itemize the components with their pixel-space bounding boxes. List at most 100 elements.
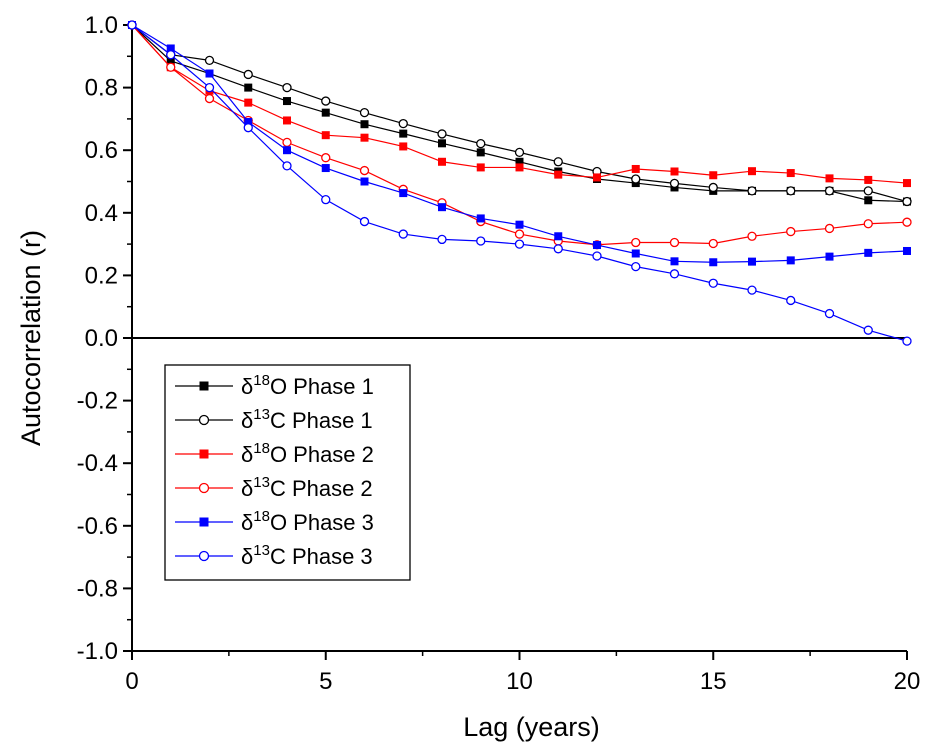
data-point [631,164,640,173]
data-point [438,203,446,212]
data-point [786,226,796,237]
data-point [359,165,370,176]
data-point [669,237,680,248]
data-point [360,120,369,129]
legend-entry: δ13C Phase 1 [175,406,373,433]
legend-entry: δ18O Phase 3 [175,508,374,535]
legend-marker [199,517,209,527]
data-point [747,186,757,196]
data-point [283,97,291,106]
data-point [437,129,447,139]
data-point [708,238,718,249]
data-point [282,137,292,148]
legend-label: δ18O Phase 3 [241,508,374,535]
y-tick-label: -0.4 [77,450,118,477]
legend-marker [199,381,209,391]
data-point [283,116,291,125]
data-point [902,336,912,346]
data-point [864,175,873,184]
data-point [476,138,486,149]
data-point [514,239,525,249]
data-point [438,157,446,166]
data-point [670,257,679,266]
data-point [748,257,756,266]
data-point [514,147,525,158]
data-point [437,234,447,245]
data-point [359,216,370,227]
y-tick-label: 0.8 [85,75,118,102]
legend-entry: δ13C Phase 2 [175,474,373,501]
data-point [709,258,718,267]
data-point [204,93,215,104]
data-point [166,44,175,53]
legend-marker [198,414,210,426]
data-point [282,82,292,93]
data-point [360,177,369,186]
x-tick-label: 15 [700,668,727,695]
y-tick-label: 0.2 [85,262,118,289]
legend-label: δ18O Phase 1 [241,372,374,399]
data-point [438,139,446,148]
data-point [863,219,873,229]
data-point [476,214,485,223]
data-point [399,129,408,138]
legend-marker [198,550,210,562]
data-point [786,295,796,306]
data-point [243,123,253,133]
y-tick-label: -0.2 [77,388,118,415]
data-point [825,252,834,261]
legend-label: δ13C Phase 1 [241,406,373,433]
data-point [166,62,176,72]
y-tick-label: 0.0 [85,325,118,352]
data-point [670,167,679,176]
data-point [554,232,563,241]
data-point [708,278,718,288]
data-point [204,82,215,93]
data-point [321,153,331,163]
legend: δ18O Phase 1 δ13C Phase 1 δ18O Phase 2 δ13C… [164,364,411,581]
data-point [476,148,485,157]
data-point [669,178,680,189]
series-layer [127,20,912,346]
data-point [593,241,601,250]
data-point [786,169,795,178]
data-point [399,189,408,198]
series-6 [127,20,912,346]
data-point [631,174,641,184]
data-point [592,251,602,261]
data-point [398,229,408,239]
legend-label: δ13C Phase 3 [241,542,373,569]
x-axis-title: Lag (years) [463,712,600,742]
data-point [903,246,911,255]
data-point [476,163,485,172]
data-point [321,131,330,140]
data-point [321,96,331,106]
data-point [747,285,757,295]
data-point [359,107,370,118]
data-point [514,229,525,239]
data-point [824,186,835,196]
data-point [631,249,640,258]
axes: -1.0 -0.8 -0.6 -0.4 -0.2 0.0 0.2 0.4 0.6 0.8 1.0 0 5… [77,12,921,695]
data-point [631,261,641,272]
series-2 [127,20,912,207]
data-point [360,133,369,142]
data-point [825,174,834,183]
legend-entry: δ18O Phase 1 [175,372,374,399]
data-point [244,83,253,92]
data-point [709,171,718,180]
data-point [902,196,912,207]
data-point [864,196,873,205]
data-point [127,20,137,30]
data-point [553,244,563,254]
data-point [204,55,215,66]
data-point [321,108,330,117]
data-point [902,217,912,227]
data-point [824,308,835,319]
data-point [553,157,563,167]
legend-entry: δ18O Phase 2 [175,440,374,467]
data-point [747,231,757,241]
data-point [321,195,331,205]
x-tick-label: 20 [894,668,921,695]
